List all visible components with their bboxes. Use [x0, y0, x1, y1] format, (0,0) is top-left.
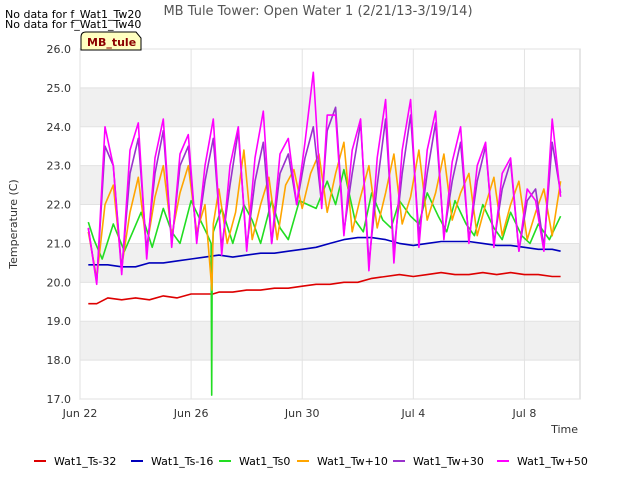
y-tick-labels: 17.0 18.0 19.0 20.0 21.0 22.0 23.0 24.0 25.0 26.0: [47, 43, 72, 406]
site-badge-box: [80, 31, 142, 51]
y-tick-label-1: 18.0: [47, 354, 72, 367]
legend: Wat1_Ts-32 Wat1_Ts-16 Wat1_Ts0 Wat1_Tw+10 Wa…: [34, 455, 588, 468]
site-badge: MB_tule: [80, 31, 142, 51]
y-tick-label-4: 21.0: [47, 237, 72, 250]
band-1: [80, 321, 580, 361]
no-data-note-tw20: No data for f_Wat1_Tw20: [5, 8, 142, 21]
series-line-wat1-ts-32: [88, 271, 561, 305]
site-badge-label: MB_tule: [87, 36, 136, 49]
series-lines: [87, 71, 562, 396]
x-tick-label-3: Jul 4: [400, 407, 425, 420]
y-axis-title: Temperature (C): [7, 179, 20, 269]
y-tick-label-7: 24.0: [47, 121, 72, 134]
series-line-wat1-tw-50: [87, 71, 562, 286]
legend-label-wat1-tw-10: Wat1_Tw+10: [317, 455, 388, 468]
y-tick-label-3: 20.0: [47, 276, 72, 289]
x-tick-label-2: Jun 30: [284, 407, 320, 420]
y-tick-label-0: 17.0: [47, 393, 72, 406]
no-data-note-tw40: No data for f_Wat1_Tw40: [5, 18, 142, 31]
x-tick-label-4: Jul 8: [512, 407, 537, 420]
legend-label-wat1-tw-50: Wat1_Tw+50: [517, 455, 588, 468]
y-tick-label-8: 25.0: [47, 82, 72, 95]
y-tick-label-6: 23.0: [47, 160, 72, 173]
legend-label-wat1-ts0: Wat1_Ts0: [239, 455, 290, 468]
y-tick-label-9: 26.0: [47, 43, 72, 56]
x-tick-label-0: Jun 22: [62, 407, 98, 420]
x-axis-title: Time: [550, 423, 578, 436]
y-tick-label-2: 19.0: [47, 315, 72, 328]
legend-label-wat1-tw-30: Wat1_Tw+30: [413, 455, 484, 468]
series-line-wat1-ts0: [87, 168, 562, 396]
x-tick-label-1: Jun 26: [173, 407, 209, 420]
legend-label-wat1-ts-32: Wat1_Ts-32: [54, 455, 116, 468]
chart-title: MB Tule Tower: Open Water 1 (2/21/13-3/1…: [163, 4, 472, 19]
legend-label-wat1-ts-16: Wat1_Ts-16: [151, 455, 213, 468]
x-tick-labels: Jun 22 Jun 26 Jun 30 Jul 4 Jul 8: [62, 407, 537, 420]
series-line-wat1-ts-16: [88, 236, 561, 268]
y-tick-label-5: 22.0: [47, 199, 72, 212]
